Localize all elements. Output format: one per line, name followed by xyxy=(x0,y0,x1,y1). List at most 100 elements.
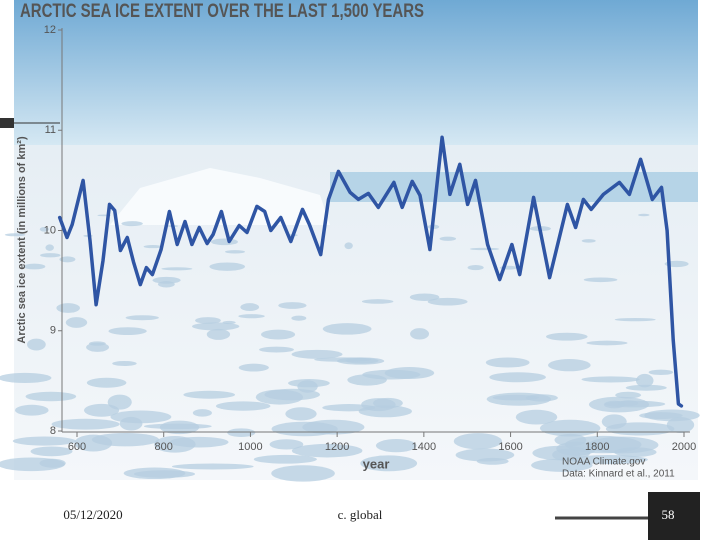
photo-pond xyxy=(215,401,271,411)
x-tick-label: 1000 xyxy=(238,441,262,453)
chart-title: ARCTIC SEA ICE EXTENT OVER THE LAST 1,50… xyxy=(20,1,424,22)
photo-pond xyxy=(45,244,54,251)
page-box xyxy=(648,492,700,540)
photo-pond xyxy=(302,419,365,435)
footer-center: c. global xyxy=(338,507,383,522)
photo-iceberg xyxy=(110,168,330,225)
photo-pond xyxy=(108,327,147,336)
photo-pond xyxy=(222,320,236,325)
y-tick-label: 9 xyxy=(50,325,56,337)
photo-pond xyxy=(39,226,49,232)
photo-pond xyxy=(525,394,558,402)
photo-pond xyxy=(581,239,596,243)
photo-pond xyxy=(161,267,193,271)
photo-pond xyxy=(614,317,656,322)
photo-pond xyxy=(314,357,372,362)
x-tick-label: 1800 xyxy=(585,441,609,453)
photo-pond xyxy=(143,423,212,430)
photo-pond xyxy=(644,409,700,422)
photo-patches xyxy=(0,213,700,482)
photo-pond xyxy=(259,346,294,353)
photo-pond xyxy=(152,276,181,284)
photo-pond xyxy=(489,372,546,383)
photo-pond xyxy=(65,317,88,328)
photo-pond xyxy=(586,340,628,346)
photo-pond xyxy=(605,422,675,436)
footer-date: 05/12/2020 xyxy=(63,507,122,522)
slide-accent xyxy=(0,118,14,128)
photo-pond xyxy=(0,372,52,384)
photo-pond xyxy=(569,455,648,465)
photo-pond xyxy=(545,332,588,341)
photo-pond xyxy=(27,338,46,351)
photo-pond xyxy=(227,428,256,437)
credit: NOAA Climate.gov xyxy=(562,457,645,468)
photo-pond xyxy=(238,363,269,372)
photo-pond xyxy=(581,376,640,383)
photo-pond xyxy=(30,446,73,457)
photo-pond xyxy=(123,467,186,480)
x-tick-label: 1200 xyxy=(325,441,349,453)
photo-pond xyxy=(210,238,238,246)
data-line xyxy=(57,135,684,408)
photo-pond xyxy=(206,328,231,340)
photo-pond xyxy=(554,433,587,447)
photo-pond xyxy=(169,436,229,448)
photo-pond xyxy=(648,369,674,375)
x-axis-label: year xyxy=(363,456,390,471)
photo-pond xyxy=(515,409,558,425)
photo-pond xyxy=(439,236,457,241)
photo-pond xyxy=(261,329,296,340)
photo-pond xyxy=(476,457,509,465)
photo-pond xyxy=(253,454,317,464)
photo-pond xyxy=(238,314,265,319)
photo-pond xyxy=(51,418,120,430)
photo-pond xyxy=(344,242,353,250)
photo-pond xyxy=(291,349,343,359)
photo-pond xyxy=(583,277,618,283)
photo-pond xyxy=(240,303,260,312)
photo-pond xyxy=(604,400,666,408)
photo-pond xyxy=(15,404,49,416)
photo-pond xyxy=(112,360,137,366)
photo-pond xyxy=(453,433,502,450)
photo-pond xyxy=(635,373,654,388)
photo-pond xyxy=(255,389,304,405)
photo-pond xyxy=(485,357,530,368)
photo-pond xyxy=(469,247,500,251)
photo-pond xyxy=(360,455,418,472)
x-tick-label: 600 xyxy=(68,441,86,453)
y-tick-label: 8 xyxy=(50,425,56,437)
photo-pond xyxy=(40,253,61,258)
photo-pond xyxy=(615,391,642,399)
photo-pond xyxy=(192,409,212,417)
photo-pond xyxy=(322,404,376,412)
photo-pond xyxy=(39,458,66,468)
photo-pond xyxy=(410,328,430,340)
photo-pond xyxy=(285,407,317,421)
photo-pond xyxy=(88,341,106,346)
y-tick-label: 10 xyxy=(44,224,56,236)
photo-pond xyxy=(191,322,240,331)
x-tick-label: 800 xyxy=(155,441,173,453)
photo-pond xyxy=(278,302,307,309)
photo-pond xyxy=(322,323,372,335)
photo-pond xyxy=(548,359,591,372)
photo-pond xyxy=(23,263,46,270)
photo-pond xyxy=(427,297,468,306)
photo-pond xyxy=(121,221,143,227)
photo-pond xyxy=(625,384,667,391)
x-tick-label: 2000 xyxy=(672,441,696,453)
photo-pond xyxy=(291,315,307,321)
photo-pond xyxy=(91,432,160,447)
photo-pond xyxy=(195,317,221,324)
page-number: 58 xyxy=(662,507,675,522)
photo-pond xyxy=(287,379,330,388)
photo-pond xyxy=(183,390,236,399)
y-tick-label: 12 xyxy=(44,24,56,36)
photo-pond xyxy=(25,391,77,402)
photo-pond xyxy=(271,465,335,482)
photo-pond xyxy=(107,394,132,410)
x-tick-label: 1400 xyxy=(412,441,436,453)
